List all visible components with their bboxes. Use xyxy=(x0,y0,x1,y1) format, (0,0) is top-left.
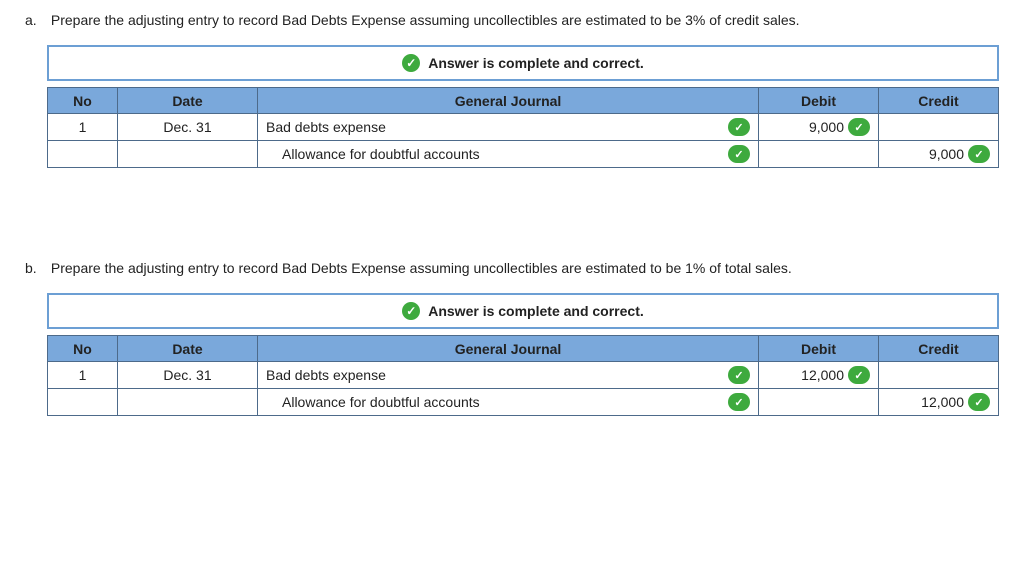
cell-credit[interactable] xyxy=(879,114,999,141)
table-row: Allowance for doubtful accounts ✓ 9,000 … xyxy=(48,141,999,168)
header-debit: Debit xyxy=(759,88,879,114)
account-name: Allowance for doubtful accounts xyxy=(266,146,724,162)
account-name: Bad debts expense xyxy=(266,367,724,383)
cell-no xyxy=(48,141,118,168)
header-debit: Debit xyxy=(759,336,879,362)
status-bar-b: ✓ Answer is complete and correct. xyxy=(47,293,999,329)
check-icon: ✓ xyxy=(402,302,420,320)
journal-table-a: No Date General Journal Debit Credit 1 D… xyxy=(47,87,999,168)
cell-debit[interactable]: 12,000 ✓ xyxy=(759,362,879,389)
header-gj: General Journal xyxy=(258,336,759,362)
header-credit: Credit xyxy=(879,336,999,362)
check-icon: ✓ xyxy=(728,145,750,163)
cell-credit[interactable]: 9,000 ✓ xyxy=(879,141,999,168)
journal-block-b: ✓ Answer is complete and correct. No Dat… xyxy=(47,293,999,416)
status-message: Answer is complete and correct. xyxy=(428,303,644,319)
credit-value: 12,000 xyxy=(887,394,964,410)
header-date: Date xyxy=(118,336,258,362)
cell-no: 1 xyxy=(48,114,118,141)
header-date: Date xyxy=(118,88,258,114)
cell-date xyxy=(118,141,258,168)
question-b-text: Prepare the adjusting entry to record Ba… xyxy=(51,258,999,279)
check-icon: ✓ xyxy=(728,366,750,384)
check-icon: ✓ xyxy=(968,393,990,411)
cell-date: Dec. 31 xyxy=(118,362,258,389)
table-row: Allowance for doubtful accounts ✓ 12,000… xyxy=(48,389,999,416)
status-bar-a: ✓ Answer is complete and correct. xyxy=(47,45,999,81)
cell-date: Dec. 31 xyxy=(118,114,258,141)
question-b: b. Prepare the adjusting entry to record… xyxy=(25,258,999,279)
question-a-marker: a. xyxy=(25,10,47,31)
status-message: Answer is complete and correct. xyxy=(428,55,644,71)
cell-credit[interactable] xyxy=(879,362,999,389)
journal-table-b: No Date General Journal Debit Credit 1 D… xyxy=(47,335,999,416)
header-credit: Credit xyxy=(879,88,999,114)
check-icon: ✓ xyxy=(402,54,420,72)
cell-gj[interactable]: Allowance for doubtful accounts ✓ xyxy=(258,141,759,168)
cell-no: 1 xyxy=(48,362,118,389)
table-row: 1 Dec. 31 Bad debts expense ✓ 12,000 ✓ xyxy=(48,362,999,389)
cell-credit[interactable]: 12,000 ✓ xyxy=(879,389,999,416)
cell-debit[interactable] xyxy=(759,141,879,168)
cell-gj[interactable]: Bad debts expense ✓ xyxy=(258,114,759,141)
debit-value: 9,000 xyxy=(767,119,844,135)
cell-gj[interactable]: Allowance for doubtful accounts ✓ xyxy=(258,389,759,416)
table-row: 1 Dec. 31 Bad debts expense ✓ 9,000 ✓ xyxy=(48,114,999,141)
question-b-marker: b. xyxy=(25,258,47,279)
cell-gj[interactable]: Bad debts expense ✓ xyxy=(258,362,759,389)
header-no: No xyxy=(48,88,118,114)
cell-debit[interactable]: 9,000 ✓ xyxy=(759,114,879,141)
header-gj: General Journal xyxy=(258,88,759,114)
cell-no xyxy=(48,389,118,416)
account-name: Bad debts expense xyxy=(266,119,724,135)
question-a-text: Prepare the adjusting entry to record Ba… xyxy=(51,10,999,31)
check-icon: ✓ xyxy=(728,118,750,136)
check-icon: ✓ xyxy=(848,118,870,136)
check-icon: ✓ xyxy=(848,366,870,384)
cell-debit[interactable] xyxy=(759,389,879,416)
question-a: a. Prepare the adjusting entry to record… xyxy=(25,10,999,31)
header-no: No xyxy=(48,336,118,362)
debit-value: 12,000 xyxy=(767,367,844,383)
account-name: Allowance for doubtful accounts xyxy=(266,394,724,410)
credit-value: 9,000 xyxy=(887,146,964,162)
check-icon: ✓ xyxy=(968,145,990,163)
check-icon: ✓ xyxy=(728,393,750,411)
journal-block-a: ✓ Answer is complete and correct. No Dat… xyxy=(47,45,999,168)
cell-date xyxy=(118,389,258,416)
